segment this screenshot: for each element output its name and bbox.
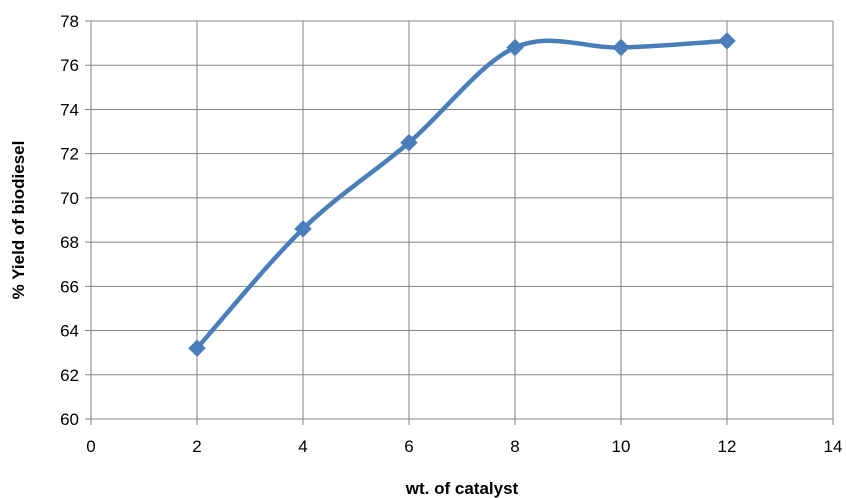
y-tick-label: 70 — [60, 189, 79, 208]
data-point-marker — [294, 220, 312, 238]
x-tick-labels: 0 2 4 6 8 10 12 14 — [86, 437, 842, 456]
series-group — [188, 32, 736, 357]
series-line — [194, 38, 730, 351]
grid — [90, 20, 834, 420]
y-tick-label: 66 — [60, 277, 79, 296]
axes — [85, 20, 834, 425]
y-tick-label: 74 — [60, 100, 79, 119]
x-tick-label: 0 — [86, 437, 95, 456]
x-tick-label: 8 — [510, 437, 519, 456]
data-point-marker — [718, 32, 736, 50]
y-tick-label: 64 — [60, 322, 79, 341]
x-tick-label: 14 — [824, 437, 843, 456]
x-tick-label: 2 — [192, 437, 201, 456]
y-tick-label: 68 — [60, 233, 79, 252]
y-tick-label: 60 — [60, 410, 79, 429]
y-tick-label: 78 — [60, 12, 79, 31]
y-axis-label: % Yield of biodiesel — [9, 141, 28, 300]
data-point-marker — [612, 38, 630, 57]
x-tick-label: 12 — [718, 437, 737, 456]
y-tick-label: 62 — [60, 366, 79, 385]
y-tick-label: 72 — [60, 145, 79, 164]
x-tick-label: 10 — [612, 437, 631, 456]
x-axis-label: wt. of catalyst — [405, 479, 519, 498]
data-point-marker — [400, 133, 418, 152]
data-point-marker — [188, 339, 206, 357]
x-tick-label: 4 — [298, 437, 307, 456]
y-tick-labels: 60 62 64 66 68 70 72 74 76 78 — [60, 12, 79, 429]
y-tick-label: 76 — [60, 56, 79, 75]
x-tick-label: 6 — [404, 437, 413, 456]
data-point-marker — [506, 38, 524, 57]
